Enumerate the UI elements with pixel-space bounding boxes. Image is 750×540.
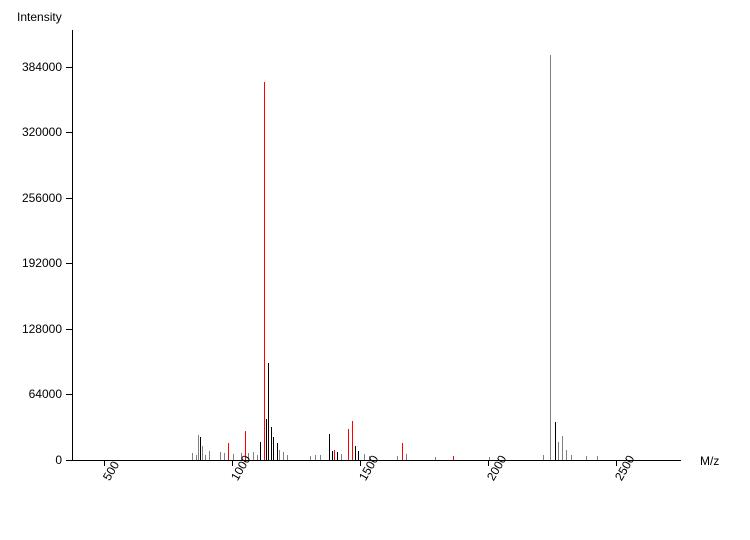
spectrum-peak (352, 421, 353, 460)
y-tick-mark (66, 460, 72, 461)
y-tick-mark (66, 198, 72, 199)
y-tick-mark (66, 263, 72, 264)
spectrum-peak (355, 446, 356, 460)
spectrum-peak (562, 436, 563, 460)
spectrum-peak (555, 422, 556, 460)
spectrum-peak (283, 452, 284, 460)
spectrum-peak (228, 443, 229, 460)
spectrum-peak (397, 456, 398, 460)
spectrum-peak (453, 456, 454, 460)
y-tick-mark (66, 132, 72, 133)
spectrum-peak (271, 427, 272, 460)
spectrum-peak (202, 446, 203, 460)
spectrum-peak (264, 82, 265, 460)
y-tick-label: 192000 (0, 256, 62, 270)
y-tick-label: 0 (0, 453, 62, 467)
spectrum-peak (406, 454, 407, 460)
spectrum-peak (320, 455, 321, 460)
spectrum-peak (402, 443, 403, 460)
spectrum-peak (586, 456, 587, 460)
spectrum-peak (209, 451, 210, 460)
y-tick-label: 128000 (0, 322, 62, 336)
y-tick-mark (66, 394, 72, 395)
spectrum-peak (489, 457, 490, 460)
spectrum-peak (571, 455, 572, 460)
spectrum-peak (315, 455, 316, 460)
spectrum-peak (341, 454, 342, 460)
spectrum-peak (279, 450, 280, 460)
spectrum-peak (358, 451, 359, 460)
spectrum-peak (205, 455, 206, 460)
spectrum-peak (198, 435, 199, 460)
spectrum-peak (233, 454, 234, 460)
mass-spectrum-chart: Intensity M/z 0 64000 128000 192000 256000 32… (0, 0, 750, 540)
spectrum-peak (266, 419, 267, 460)
spectrum-peak (334, 450, 335, 460)
y-tick-label: 256000 (0, 191, 62, 205)
spectrum-peak (558, 442, 559, 460)
spectrum-peak (543, 455, 544, 460)
spectrum-peak (268, 363, 269, 460)
spectrum-peak (329, 434, 330, 460)
spectrum-peak (597, 456, 598, 460)
spectrum-peak (435, 457, 436, 460)
spectrum-peak (550, 55, 551, 460)
y-tick-label: 64000 (0, 387, 62, 401)
spectrum-peak (332, 451, 333, 460)
spectrum-peak (224, 453, 225, 460)
spectrum-peak (273, 437, 274, 460)
plot-area (72, 30, 681, 461)
spectrum-peak (566, 450, 567, 460)
spectrum-peak (260, 442, 261, 460)
y-tick-label: 320000 (0, 125, 62, 139)
spectrum-peak (348, 429, 349, 460)
y-tick-mark (66, 67, 72, 68)
y-tick-label: 384000 (0, 60, 62, 74)
spectrum-peak (337, 452, 338, 460)
spectrum-peak (192, 453, 193, 460)
spectrum-peak (287, 455, 288, 460)
spectrum-peak (310, 456, 311, 460)
spectrum-peak (220, 452, 221, 460)
spectrum-peak (257, 455, 258, 460)
spectrum-peak (277, 443, 278, 460)
spectrum-peak (200, 437, 201, 460)
y-axis-title: Intensity (17, 10, 62, 24)
y-tick-mark (66, 329, 72, 330)
x-axis-title: M/z (700, 454, 719, 468)
